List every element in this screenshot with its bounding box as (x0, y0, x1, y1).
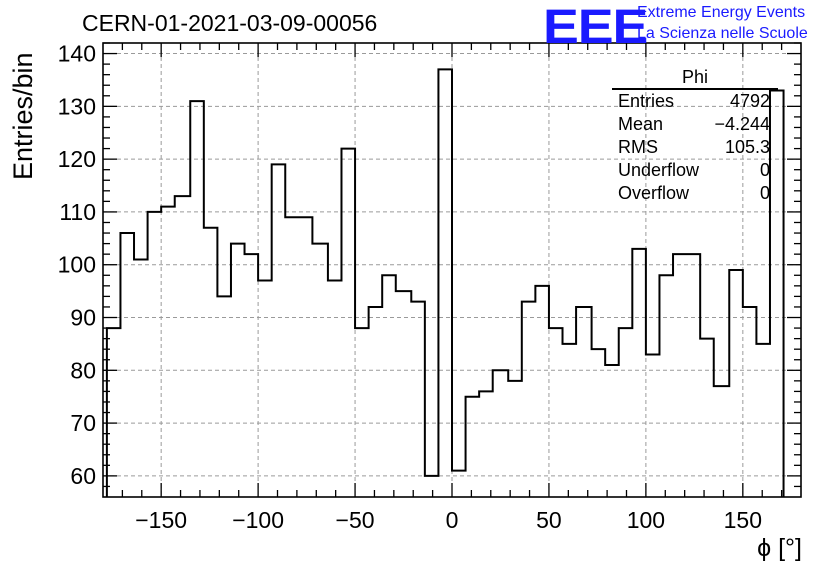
stats-row-mean: Mean −4.244 (608, 113, 778, 136)
stats-box: Phi Entries 4792 Mean −4.244 RMS 105.3 U… (608, 66, 778, 205)
stats-value: −4.244 (714, 114, 770, 134)
stats-label: Mean (618, 114, 664, 134)
x-tick-label: 150 (724, 507, 762, 533)
plot-frame (102, 42, 802, 498)
stats-value: 105.3 (724, 137, 770, 157)
x-tick-label: −150 (135, 507, 187, 533)
chart-title: CERN-01-2021-03-09-00056 (82, 10, 378, 36)
stats-value: 4792 (729, 91, 770, 111)
stats-row-rms: RMS 105.3 (608, 136, 778, 159)
y-tick-label: 70 (70, 410, 96, 436)
stats-label: Entries (618, 91, 675, 111)
stats-label: RMS (618, 137, 658, 157)
y-tick-label: 140 (58, 41, 96, 67)
stats-row-underflow: Underflow 0 (608, 159, 778, 182)
stats-label: Underflow (618, 160, 700, 180)
stats-row-entries: Entries 4792 (608, 90, 778, 113)
logo-caption-line-1: Extreme Energy Events (637, 4, 806, 21)
stats-row-overflow: Overflow 0 (608, 182, 778, 205)
y-tick-label: 60 (70, 463, 96, 489)
stats-title: Phi (612, 66, 778, 90)
x-tick-label: 50 (536, 507, 562, 533)
y-tick-label: 90 (70, 305, 96, 331)
y-axis-label: Entries/bin (8, 52, 38, 180)
stats-label: Overflow (618, 183, 690, 203)
y-tick-label: 130 (58, 93, 96, 119)
stats-value: 0 (759, 160, 770, 180)
x-axis-label: ϕ [°] (757, 534, 802, 562)
logo-caption-line-2: La Scienza nelle Scuole (637, 25, 808, 42)
x-tick-label: 100 (627, 507, 665, 533)
y-tick-label: 100 (58, 252, 96, 278)
eee-logo: EEE (543, 1, 648, 54)
y-tick-label: 110 (59, 199, 96, 225)
y-tick-label: 80 (70, 357, 96, 383)
histogram-steps (105, 68, 785, 497)
y-tick-label: 120 (58, 146, 96, 172)
x-tick-label: −50 (336, 507, 375, 533)
x-tick-label: −100 (232, 507, 284, 533)
stats-value: 0 (759, 183, 770, 203)
x-tick-label: 0 (446, 507, 459, 533)
